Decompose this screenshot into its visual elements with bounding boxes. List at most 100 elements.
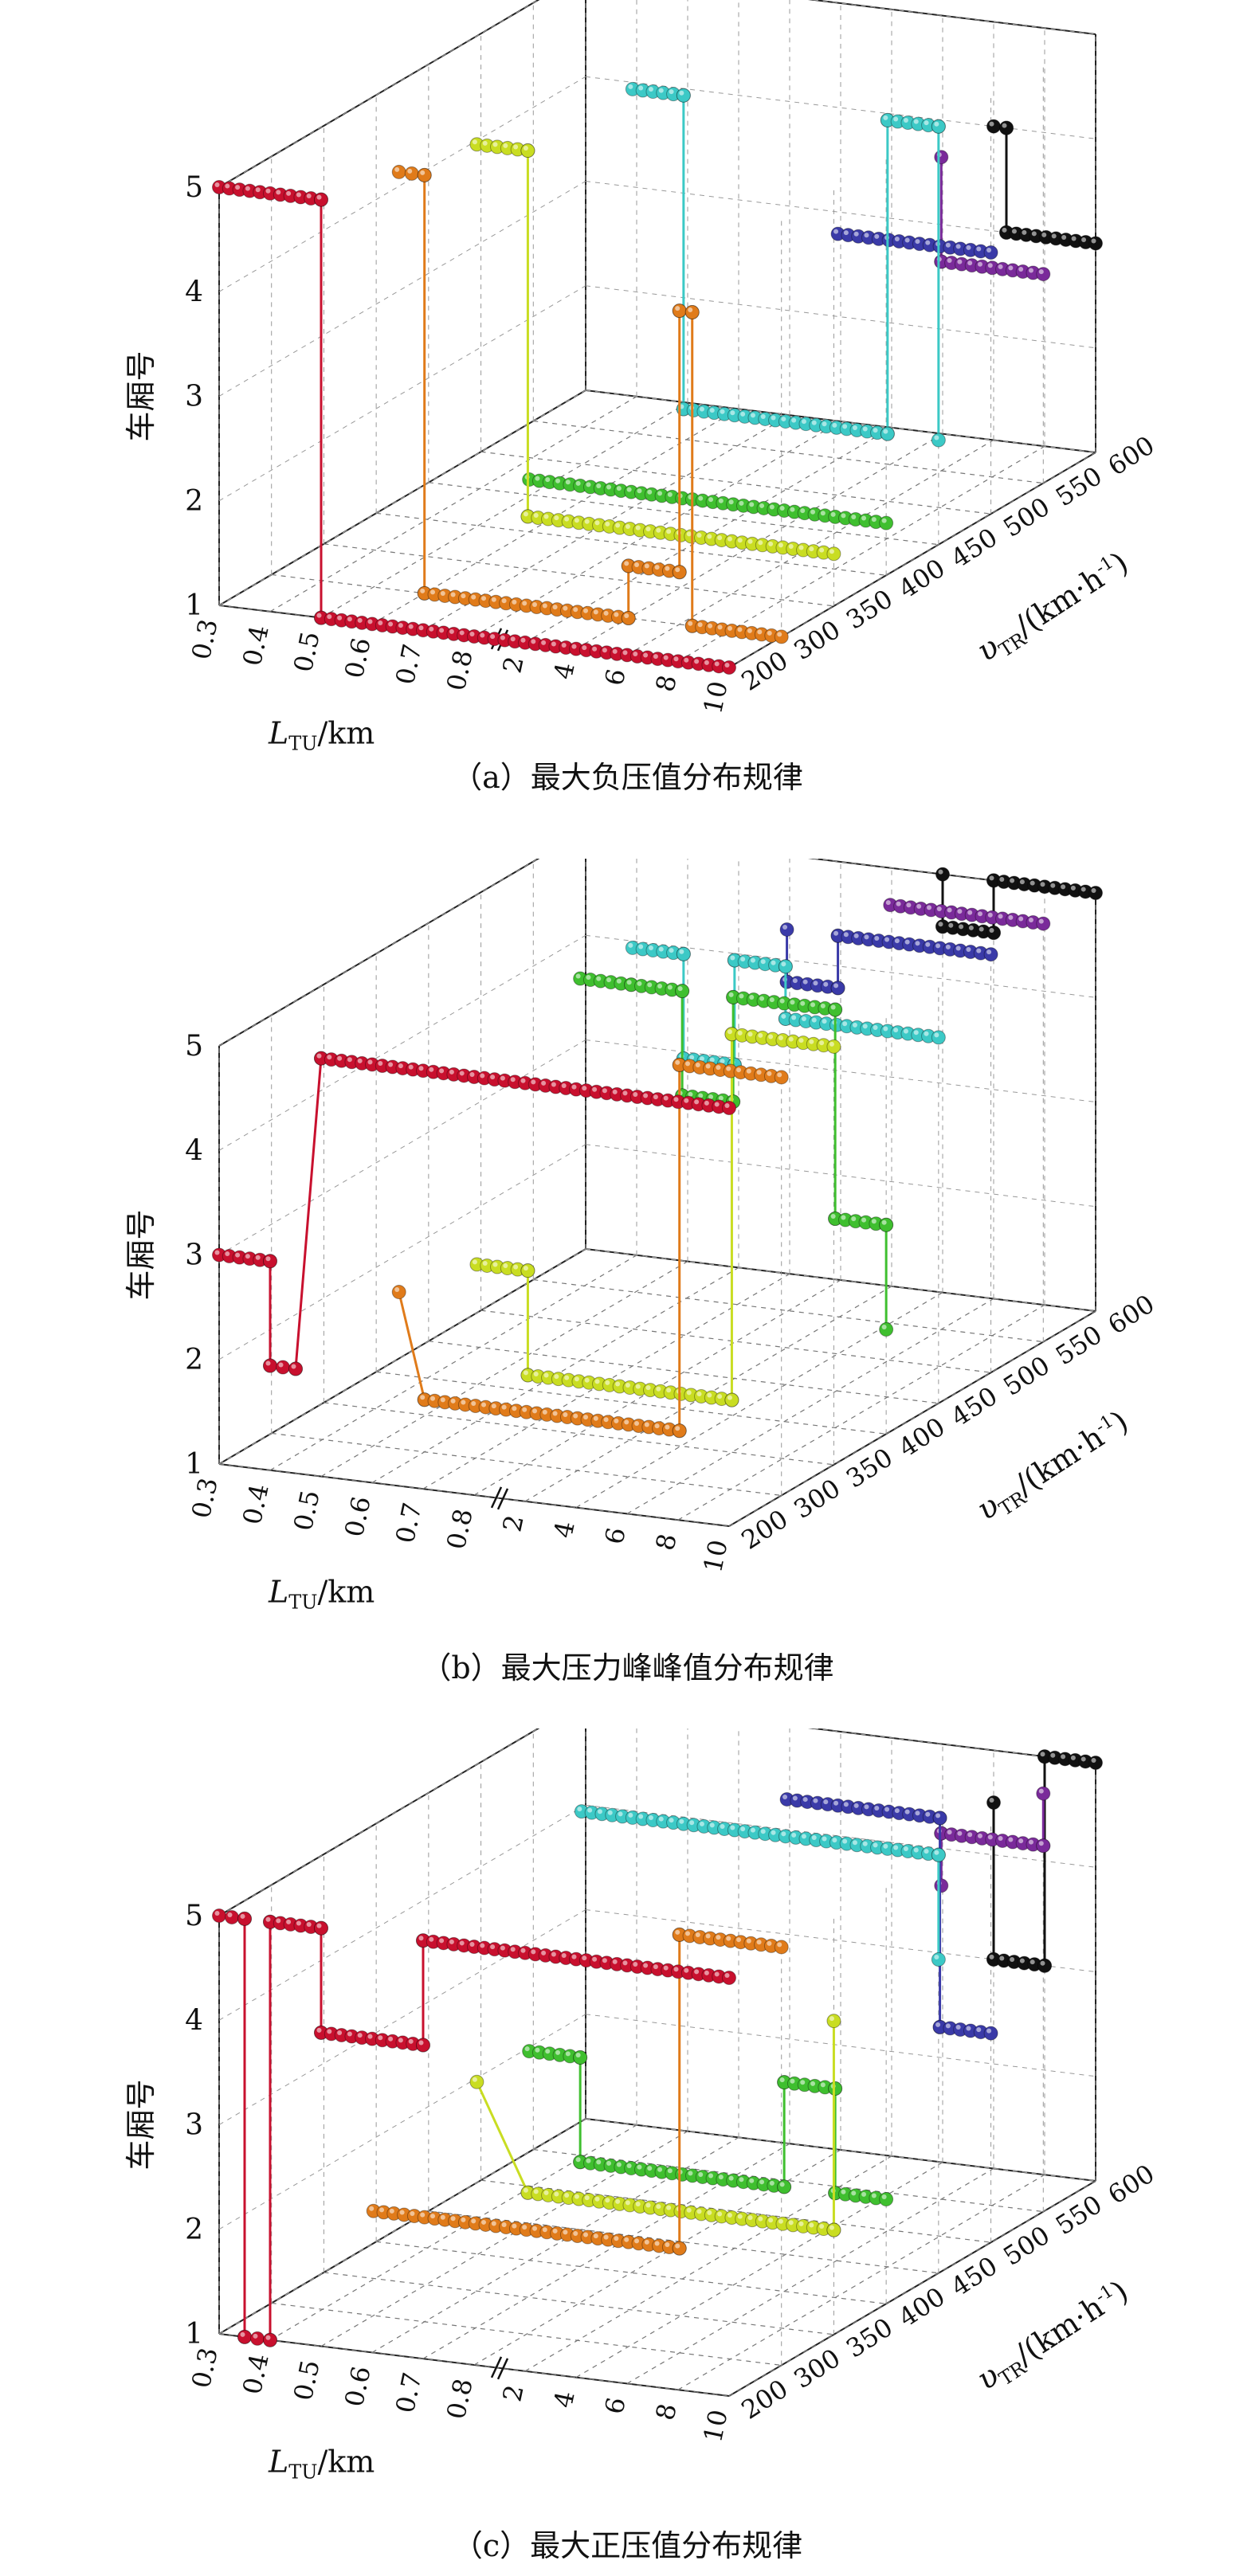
data-point-highlight (523, 1266, 528, 1271)
data-point-highlight (535, 476, 540, 481)
y-tick-label: 600 (1103, 1289, 1160, 1341)
data-point-highlight (408, 1064, 414, 1070)
data-point-highlight (593, 609, 598, 615)
data-point-highlight (884, 1807, 890, 1812)
data-point-highlight (635, 525, 641, 530)
data-point-highlight (654, 2241, 660, 2246)
data-point-highlight (628, 1812, 633, 1818)
x-tick-label: 0.8 (441, 648, 479, 694)
data-point-highlight (842, 424, 848, 429)
data-point-highlight (551, 1082, 556, 1087)
data-point-highlight (592, 1086, 598, 1092)
data-point-highlight (829, 549, 834, 554)
side-grid-z (218, 390, 586, 606)
data-point-highlight (555, 478, 561, 483)
data-point-highlight (717, 535, 723, 541)
data-point-highlight (1008, 1837, 1014, 1842)
y-tick-label: 550 (1050, 460, 1108, 512)
data-point-highlight (986, 2028, 992, 2034)
data-point-highlight (663, 1965, 669, 1971)
data-point-highlight (531, 1949, 536, 1955)
series-350 (469, 137, 841, 562)
data-point (778, 959, 793, 974)
data-point (983, 947, 998, 962)
z-axis-label: 车厢号 (124, 350, 159, 441)
data-point (1036, 916, 1051, 931)
data-point-highlight (881, 1325, 887, 1330)
data-point (263, 1358, 277, 1373)
data-point (1088, 886, 1103, 900)
data-point-highlight (1028, 918, 1033, 923)
data-point-highlight (842, 1838, 848, 1844)
data-point-highlight (705, 1063, 711, 1069)
series-200 (212, 180, 736, 675)
data-point-highlight (408, 2038, 414, 2044)
data-point-highlight (1071, 236, 1077, 241)
data-point-highlight (624, 561, 629, 566)
data-point-highlight (607, 1810, 613, 1815)
data-point-highlight (531, 1079, 536, 1085)
data-point-highlight (626, 487, 632, 492)
data-point-highlight (500, 1945, 505, 1951)
data-point-highlight (708, 623, 713, 628)
data-point-highlight (316, 1923, 322, 1928)
data-point-highlight (574, 518, 579, 523)
data-point-highlight (245, 186, 250, 191)
y-tick-label: 350 (841, 583, 898, 635)
data-point-highlight (592, 646, 598, 652)
data-point-highlight (833, 930, 839, 936)
data-point-highlight (707, 1392, 712, 1398)
data-point-highlight (673, 1097, 679, 1102)
data-point-highlight (768, 541, 774, 546)
data-point-highlight (665, 1424, 670, 1430)
data-point-highlight (935, 2022, 941, 2027)
data-point-highlight (767, 1940, 772, 1946)
data-point-highlight (819, 2224, 825, 2230)
data-point-highlight (656, 1386, 661, 1392)
data-point (1036, 1786, 1051, 1801)
data-point-highlight (862, 426, 868, 432)
data-point-highlight (512, 2223, 517, 2229)
data-point-highlight (718, 1095, 724, 1101)
data-point-highlight (586, 2158, 591, 2163)
data-point-highlight (695, 1062, 700, 1067)
data-point-highlight (635, 2201, 641, 2206)
x-tick-label: 0.3 (186, 617, 224, 663)
data-point-highlight (720, 409, 725, 414)
data-point-highlight (759, 503, 765, 508)
data-point-highlight (675, 567, 680, 573)
series-600 (986, 119, 1103, 251)
data-point-highlight (1038, 269, 1044, 275)
y-axis-label: υTR/(km·h-1) (971, 545, 1136, 671)
axis-break-mark (496, 2358, 509, 2380)
data-point-highlight (616, 978, 622, 984)
data-point-highlight (726, 1066, 731, 1071)
data-point-highlight (653, 1964, 658, 1970)
data-point (722, 1101, 736, 1115)
data-point-highlight (554, 2191, 559, 2197)
data-point-highlight (235, 1252, 241, 1258)
data-point-highlight (696, 2209, 702, 2214)
data-point (931, 1030, 946, 1045)
data-point-highlight (726, 1936, 731, 1941)
data-point-highlight (420, 1395, 426, 1400)
data-point-highlight (605, 2198, 610, 2203)
data-point-highlight (440, 590, 445, 596)
data-point-highlight (461, 2217, 466, 2222)
data-point-highlight (638, 944, 644, 949)
data-point-highlight (955, 945, 961, 951)
series-line (218, 1914, 730, 2342)
y-tick-label: 450 (946, 2250, 1003, 2302)
data-point (469, 2074, 484, 2089)
floor-grid-v (480, 1310, 991, 1373)
data-point-highlight (945, 944, 951, 949)
data-point-highlight (727, 625, 732, 631)
data-point-highlight (802, 1797, 808, 1803)
data-point-highlight (564, 1375, 570, 1380)
data-point-highlight (658, 88, 664, 93)
data-point-highlight (420, 588, 426, 593)
data-point-highlight (896, 901, 901, 906)
data-point-highlight (810, 2081, 816, 2086)
data-point-highlight (883, 429, 888, 434)
data-point (879, 1322, 894, 1337)
